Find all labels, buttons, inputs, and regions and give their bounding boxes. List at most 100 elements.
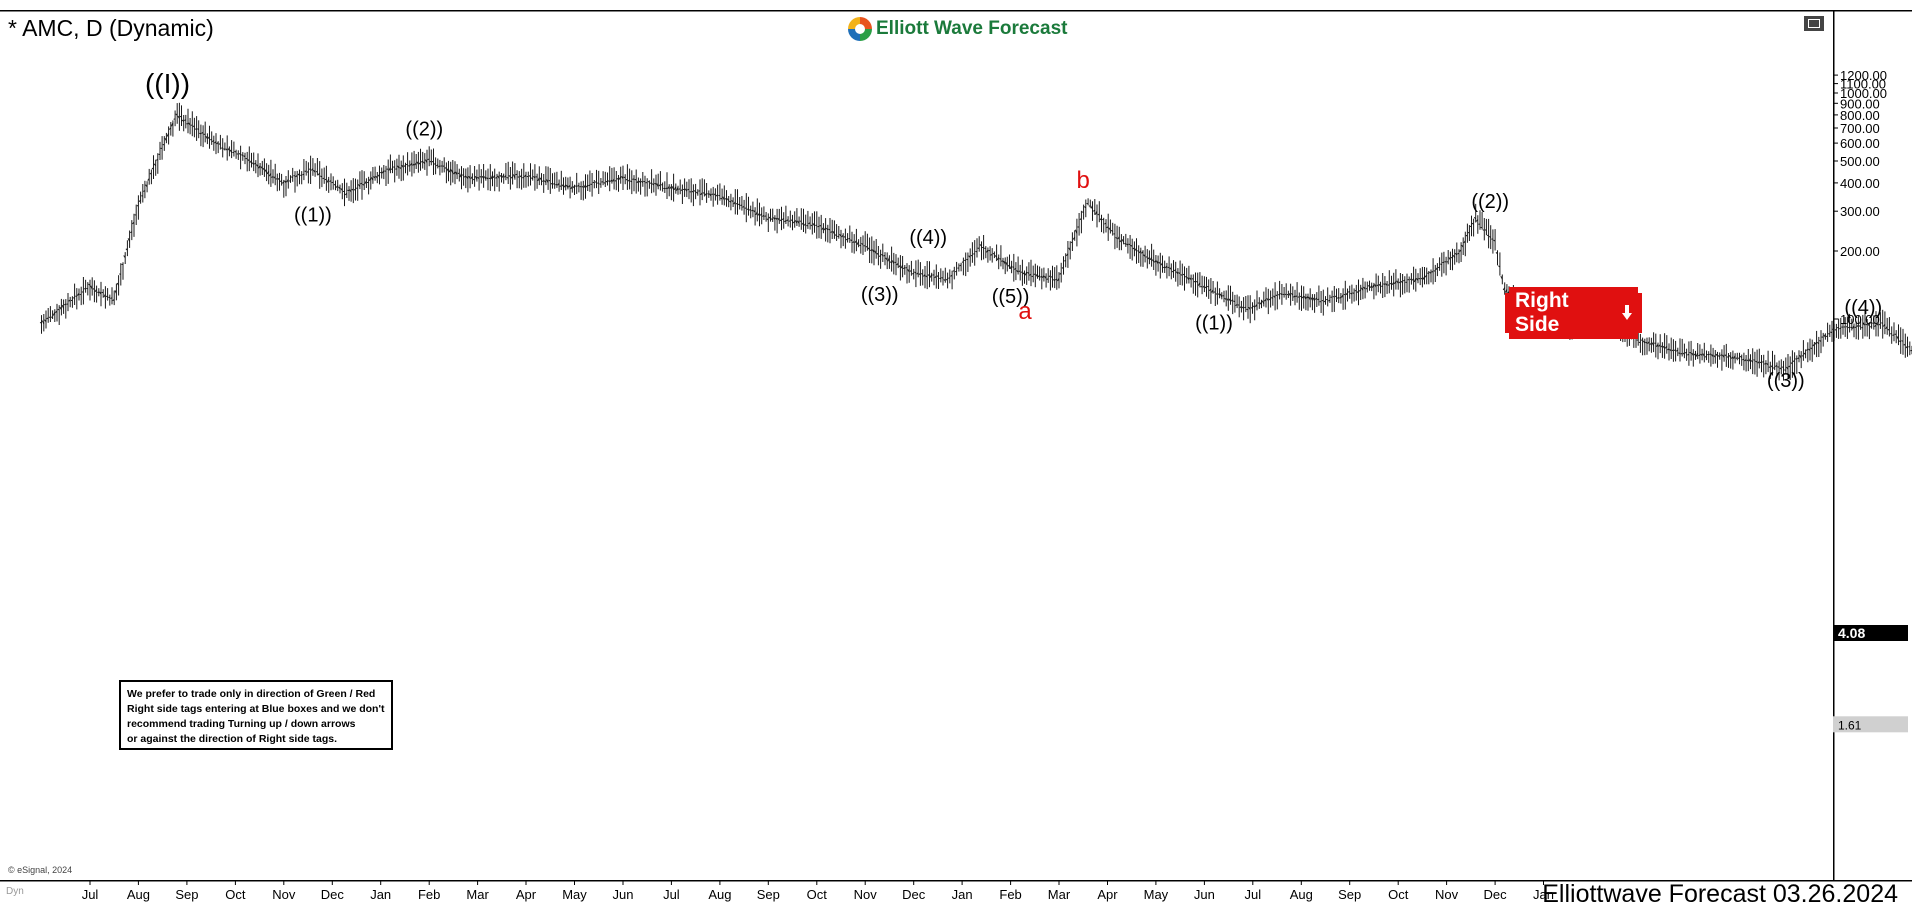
candle-open	[781, 217, 785, 221]
candle-open	[1711, 354, 1714, 358]
candle-open	[1117, 236, 1120, 240]
candle-open	[772, 217, 776, 220]
candle-open	[1722, 354, 1725, 358]
candle-open	[722, 196, 725, 201]
candle-open	[1003, 260, 1006, 265]
candle-open	[1735, 357, 1738, 359]
candle-open	[934, 275, 937, 279]
candle-open	[1345, 292, 1348, 296]
x-tick-label: Jun	[1194, 887, 1215, 902]
candle-open	[1684, 351, 1687, 354]
candle-open	[968, 255, 971, 258]
candle-open	[362, 183, 365, 186]
candle-open	[1323, 300, 1326, 303]
candle-open	[1352, 292, 1355, 294]
candle-open	[1261, 300, 1265, 305]
candle-open	[388, 167, 391, 171]
candle-open	[1429, 271, 1432, 274]
candle-open	[1431, 270, 1434, 273]
candle-open	[1457, 252, 1460, 255]
candle-open	[304, 170, 307, 173]
candle-open	[1678, 352, 1681, 354]
candle-open	[1147, 257, 1150, 260]
candle-open	[945, 278, 948, 281]
candle-open	[1764, 363, 1767, 365]
candle-open	[238, 152, 241, 155]
candle-open	[1040, 275, 1043, 278]
candle-open	[1336, 297, 1339, 299]
candle-open	[1099, 217, 1102, 221]
candle-open	[335, 185, 339, 188]
candle-open	[612, 178, 615, 182]
candle-open	[504, 175, 507, 178]
candle-open	[338, 186, 341, 190]
candle-open	[1295, 295, 1298, 297]
candle-open	[1702, 353, 1705, 357]
candle-open	[1662, 345, 1666, 349]
candle-open	[979, 244, 982, 247]
note-line: recommend trading Turning up / down arro…	[127, 718, 356, 730]
candle-open	[1814, 341, 1818, 345]
candle-open	[227, 147, 230, 151]
candle-open	[1226, 298, 1229, 302]
candle-open	[168, 127, 172, 130]
candle-open	[1290, 292, 1294, 296]
candle-open	[1348, 291, 1350, 293]
candle-open	[1356, 290, 1359, 293]
candle-open	[1255, 304, 1258, 307]
candle-open	[179, 115, 182, 118]
candle-open	[601, 181, 604, 183]
candle-open	[909, 269, 912, 272]
candle-open	[918, 273, 921, 276]
candle-open	[116, 282, 120, 286]
candle-open	[1806, 348, 1809, 351]
y-tick-label: 1200.00	[1840, 68, 1887, 83]
last-price-text: 4.08	[1838, 625, 1865, 641]
restore-window-icon[interactable]	[1804, 16, 1824, 31]
chart-title: * AMC, D (Dynamic)	[8, 15, 214, 41]
candle-open	[878, 255, 881, 257]
candle-open	[825, 227, 829, 231]
candle-open	[1709, 353, 1712, 356]
x-tick-label: Nov	[854, 887, 878, 902]
candle-open	[1759, 361, 1762, 364]
candle-open	[720, 197, 723, 200]
candle-open	[1104, 222, 1107, 225]
candle-open	[266, 171, 270, 175]
candle-open	[530, 177, 533, 180]
x-tick-label: Feb	[418, 887, 440, 902]
candle-open	[481, 175, 485, 179]
candle-open	[277, 178, 280, 181]
candle-open	[1052, 279, 1055, 281]
candle-open	[797, 220, 800, 224]
candle-open	[803, 223, 807, 226]
candle-open	[229, 149, 233, 153]
candle-open	[925, 275, 928, 278]
projection-price-text: 1.61	[1838, 718, 1862, 732]
candle-open	[444, 166, 447, 169]
candle-open	[1728, 355, 1732, 358]
candle-open	[1858, 325, 1861, 328]
candle-open	[1832, 328, 1835, 331]
candle-open	[839, 233, 842, 237]
candle-open	[729, 200, 732, 203]
candle-open	[891, 260, 895, 264]
candle-open	[468, 175, 471, 179]
y-tick-label: 500.00	[1840, 154, 1880, 169]
candle-open	[801, 222, 804, 225]
candle-open	[1731, 356, 1734, 359]
candle-open	[258, 165, 261, 169]
candle-open	[786, 219, 789, 222]
candle-open	[453, 171, 456, 175]
x-tick-label: Jan	[1533, 887, 1554, 902]
candle-open	[605, 180, 608, 183]
candle-open	[1027, 271, 1030, 274]
candle-open	[291, 176, 293, 178]
candle-open	[830, 231, 833, 233]
x-tick-label: Feb	[999, 887, 1021, 902]
axes: 1200.001100.001000.00900.00800.00700.006…	[82, 68, 1908, 902]
candle-open	[1141, 251, 1144, 254]
candle-open	[559, 185, 562, 187]
candle-open	[1383, 283, 1386, 285]
